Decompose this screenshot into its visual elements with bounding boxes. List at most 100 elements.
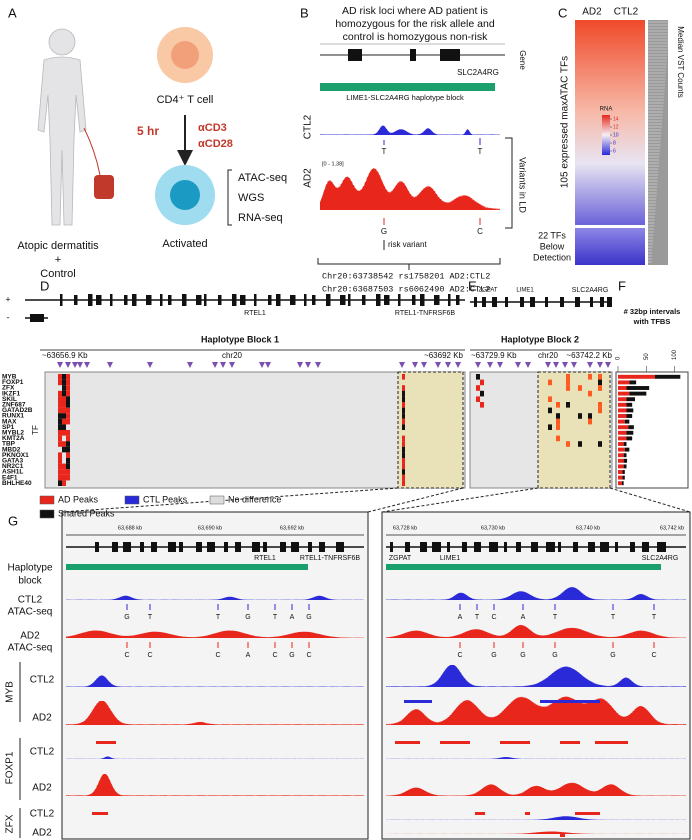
label: Variants in LD — [518, 157, 528, 213]
peak-cell — [402, 435, 405, 442]
peak-cell — [566, 379, 570, 386]
exon — [319, 542, 325, 552]
exon — [600, 297, 604, 307]
peak-cell — [476, 396, 480, 402]
peak-grid — [44, 371, 466, 489]
exon — [482, 297, 486, 307]
label: TF — [31, 425, 40, 435]
peak-cell — [578, 441, 582, 447]
label: 63,692 kb — [280, 525, 304, 531]
exon — [123, 542, 131, 552]
label: LIME1 — [516, 288, 534, 294]
exon — [74, 295, 78, 305]
label: C — [272, 652, 277, 659]
label: G — [289, 652, 294, 659]
variant-marker — [571, 362, 577, 368]
tf-label: BHLHE40 — [2, 480, 32, 487]
peak-cell — [598, 441, 602, 447]
peak-cell — [402, 452, 405, 458]
highlight — [397, 371, 464, 489]
label: AD2 — [32, 828, 52, 839]
gene-track — [320, 43, 505, 61]
peak-cell — [480, 379, 484, 386]
label: 63,690 kb — [198, 525, 222, 531]
label: Chr20:63687503 rs6062490 AD2:CTL2 — [322, 284, 490, 294]
peak-cell — [58, 441, 62, 447]
label: A — [521, 614, 526, 621]
tf-label: MYBL2 — [2, 430, 24, 437]
label: A — [290, 614, 295, 621]
peak-cell — [66, 402, 70, 408]
peak-cell — [66, 474, 70, 481]
peak-cell — [62, 379, 66, 386]
exon — [405, 542, 410, 552]
haplotype-block — [386, 564, 661, 570]
variant-marker — [265, 362, 271, 368]
signal-track — [66, 701, 364, 725]
exon — [168, 542, 176, 552]
exon — [348, 294, 351, 306]
label: ~63742.2 Kb — [566, 351, 612, 360]
label: - — [7, 312, 10, 322]
activated-nucleus — [170, 180, 200, 210]
heatmap-undetected — [575, 228, 645, 265]
signal-track — [66, 595, 364, 600]
label: AD2 — [32, 783, 52, 794]
bar — [618, 475, 623, 480]
label: G — [610, 652, 615, 659]
panel-letter: A — [8, 5, 17, 20]
peak-cell — [402, 396, 405, 402]
vst-column — [648, 20, 668, 265]
peak-cell — [598, 402, 602, 408]
peak-cell — [62, 446, 66, 453]
exon — [326, 294, 331, 306]
variant-marker — [259, 362, 265, 368]
exon — [168, 295, 172, 305]
signal-track — [66, 774, 364, 796]
bar — [626, 397, 635, 402]
label: AD2 — [303, 168, 314, 188]
exon — [447, 542, 450, 552]
exon — [474, 297, 477, 307]
exon — [207, 542, 215, 552]
label: with TFBS — [633, 317, 671, 326]
exon — [268, 295, 272, 305]
bar — [622, 470, 625, 474]
peak-cell — [62, 469, 66, 475]
exon — [146, 295, 152, 305]
variant-marker — [497, 362, 503, 368]
peak-cell — [402, 480, 405, 486]
bar — [654, 374, 681, 379]
bar — [626, 436, 633, 441]
exon — [607, 297, 612, 307]
peak-cell — [66, 463, 70, 470]
exon — [140, 542, 144, 552]
exon — [530, 297, 535, 307]
exon — [263, 542, 267, 552]
exon — [308, 542, 312, 552]
variant-marker — [553, 362, 559, 368]
peak-cell — [62, 407, 66, 414]
label: ~63656.9 Kb — [42, 351, 88, 360]
variant-marker — [77, 362, 83, 368]
label: G — [381, 227, 387, 236]
peak-cell — [588, 413, 592, 419]
label: Median VST Counts — [676, 26, 685, 97]
bracket — [317, 258, 501, 270]
variant-marker — [475, 362, 481, 368]
exon — [545, 297, 548, 307]
label: T — [553, 614, 558, 621]
exon — [276, 294, 281, 306]
label: ZFX — [5, 814, 16, 833]
peak-cell — [66, 385, 70, 391]
legend-swatch — [39, 495, 55, 505]
bar — [618, 447, 625, 452]
bar — [618, 458, 624, 463]
bar — [618, 408, 627, 413]
label: C — [215, 652, 220, 659]
peak-cell — [598, 379, 602, 386]
peak-cell — [402, 407, 405, 414]
label: RTEL1 — [244, 310, 266, 317]
bar — [621, 481, 624, 486]
variant-marker — [587, 362, 593, 368]
